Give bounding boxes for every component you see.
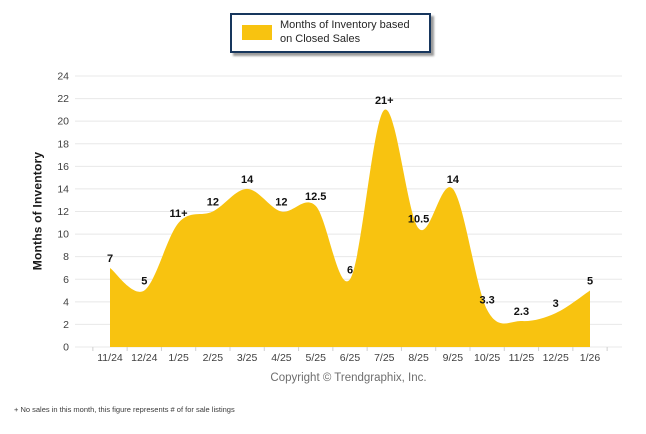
x-tick-label: 12/25 (543, 352, 569, 364)
value-label: 10.5 (408, 213, 429, 225)
x-tick-label: 2/25 (203, 352, 224, 364)
y-tick-label: 0 (63, 342, 69, 354)
value-label: 14 (447, 174, 460, 186)
x-tick-label: 5/25 (305, 352, 326, 364)
x-tick-label: 6/25 (340, 352, 361, 364)
x-tick-label: 11/24 (97, 352, 123, 364)
y-axis-title: Months of Inventory (30, 151, 45, 271)
copyright-text: Copyright © Trendgraphix, Inc. (270, 372, 427, 384)
value-label: 12.5 (305, 191, 326, 203)
y-tick-label: 6 (63, 274, 69, 286)
value-label: 21+ (375, 95, 394, 107)
y-tick-label: 2 (63, 319, 69, 331)
x-tick-label: 11/25 (509, 352, 535, 364)
footnote-text: + No sales in this month, this figure re… (14, 405, 235, 414)
x-tick-label: 12/24 (131, 352, 157, 364)
y-tick-label: 16 (57, 161, 69, 173)
value-label: 11+ (170, 208, 188, 220)
legend-label: Months of Inventory based on Closed Sale… (280, 19, 410, 46)
value-label: 7 (107, 253, 113, 265)
x-tick-label: 10/25 (474, 352, 500, 364)
x-tick-label: 3/25 (237, 352, 258, 364)
x-tick-label: 1/26 (580, 352, 601, 364)
x-tick-label: 9/25 (443, 352, 464, 364)
value-label: 12 (275, 197, 287, 209)
y-tick-label: 10 (57, 229, 69, 241)
y-tick-label: 24 (57, 71, 69, 83)
value-label: 5 (141, 276, 147, 288)
x-tick-label: 8/25 (408, 352, 429, 364)
value-label: 3 (553, 298, 559, 310)
x-tick-label: 1/25 (168, 352, 189, 364)
y-tick-label: 8 (63, 251, 69, 263)
value-label: 5 (587, 276, 593, 288)
y-tick-label: 20 (57, 116, 69, 128)
y-tick-label: 12 (57, 206, 69, 218)
value-label: 14 (241, 174, 254, 186)
y-tick-label: 14 (57, 183, 69, 195)
y-tick-label: 22 (57, 93, 69, 105)
x-tick-label: 7/25 (374, 352, 395, 364)
value-label: 3.3 (479, 295, 494, 307)
area-series (110, 109, 590, 347)
y-tick-label: 4 (63, 296, 69, 308)
y-tick-label: 18 (57, 138, 69, 150)
value-label: 12 (207, 197, 219, 209)
value-label: 6 (347, 264, 353, 276)
legend-swatch-icon (242, 24, 272, 40)
value-label: 2.3 (514, 306, 529, 318)
legend: Months of Inventory based on Closed Sale… (230, 13, 431, 53)
x-tick-label: 4/25 (271, 352, 292, 364)
